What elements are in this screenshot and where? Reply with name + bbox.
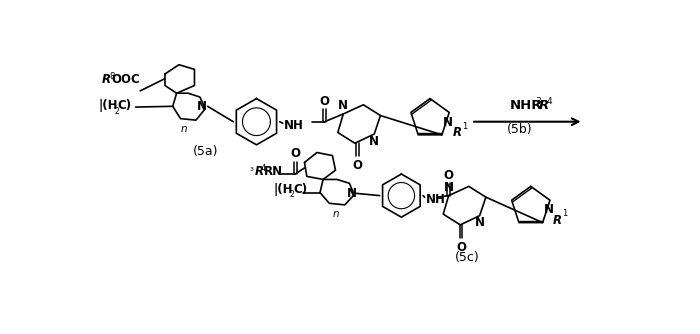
Text: OOC: OOC — [111, 72, 140, 86]
Text: O: O — [456, 241, 466, 254]
Text: |(H: |(H — [98, 100, 118, 113]
Text: 1: 1 — [461, 122, 467, 131]
Text: N: N — [475, 216, 484, 229]
Text: 3: 3 — [536, 97, 541, 106]
Text: NHR: NHR — [510, 100, 542, 113]
Text: R: R — [538, 100, 549, 113]
Text: R: R — [553, 214, 562, 227]
Text: 2: 2 — [290, 190, 295, 199]
Text: |(H: |(H — [274, 183, 293, 196]
Text: n: n — [332, 209, 339, 219]
Text: N: N — [370, 135, 379, 148]
Text: 4: 4 — [261, 164, 266, 173]
Text: RN: RN — [264, 165, 284, 178]
Text: N: N — [444, 181, 454, 194]
Text: O: O — [290, 147, 300, 160]
Text: C): C) — [118, 100, 132, 113]
Text: 2: 2 — [115, 107, 120, 116]
Text: N: N — [197, 100, 207, 113]
Text: R: R — [255, 165, 264, 178]
Text: O: O — [444, 169, 454, 182]
Text: n: n — [181, 124, 188, 134]
Text: C): C) — [293, 183, 307, 196]
Text: (5b): (5b) — [507, 123, 533, 136]
Text: NH: NH — [284, 119, 304, 132]
Text: N: N — [338, 100, 349, 113]
Text: O: O — [352, 159, 362, 172]
Text: 8: 8 — [109, 72, 115, 81]
Text: $^3$: $^3$ — [248, 167, 254, 176]
Text: N: N — [442, 116, 453, 129]
Text: 1: 1 — [562, 209, 568, 218]
Text: N: N — [543, 203, 554, 216]
Text: R: R — [452, 126, 461, 139]
Text: (5c): (5c) — [455, 251, 480, 264]
Text: (5a): (5a) — [193, 145, 218, 158]
Text: 4: 4 — [546, 97, 552, 106]
Text: NH: NH — [426, 193, 445, 206]
Text: N: N — [346, 187, 357, 200]
Text: O: O — [320, 95, 330, 108]
Text: R: R — [102, 72, 111, 86]
